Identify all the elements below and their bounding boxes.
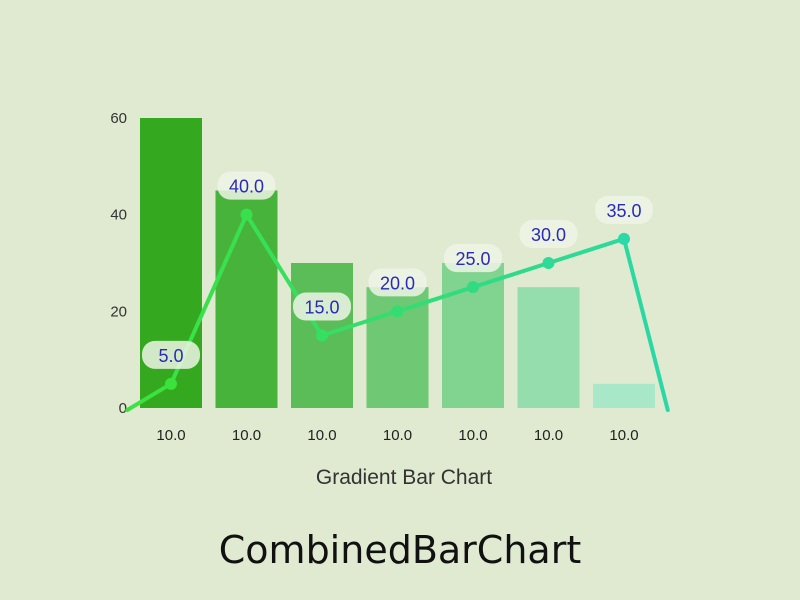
- x-tick-label: 10.0: [534, 427, 563, 444]
- line-point: [316, 329, 328, 342]
- data-label: 5.0: [158, 346, 183, 366]
- x-axis: 10.0 10.0 10.0 10.0 10.0 10.0 10.0: [156, 427, 638, 444]
- x-tick-label: 10.0: [458, 427, 487, 444]
- x-tick-label: 10.0: [383, 427, 412, 444]
- data-label-background: [142, 340, 200, 369]
- y-tick-label: 40: [110, 207, 127, 224]
- data-label-background: [519, 220, 578, 248]
- data-label-background: [444, 244, 502, 273]
- bar: [593, 383, 655, 408]
- data-label: 30.0: [531, 225, 566, 245]
- x-tick-label: 10.0: [307, 427, 336, 444]
- line-point: [165, 377, 177, 390]
- y-axis: 0 20 40 60: [110, 110, 127, 417]
- data-label-background: [595, 195, 653, 224]
- y-tick-label: 60: [110, 110, 127, 127]
- x-tick-label: 10.0: [609, 427, 638, 444]
- x-tick-label: 10.0: [232, 427, 261, 444]
- data-label-background: [368, 268, 427, 297]
- line-point: [467, 281, 479, 294]
- data-label: 35.0: [606, 201, 641, 221]
- bar: [517, 287, 580, 408]
- chart-caption: CombinedBarChart: [218, 528, 582, 572]
- data-label: 40.0: [229, 177, 264, 197]
- data-label: 15.0: [304, 298, 339, 318]
- y-tick-label: 20: [110, 303, 127, 320]
- line-point: [240, 208, 253, 221]
- data-label: 20.0: [380, 273, 415, 293]
- line-point: [391, 305, 404, 318]
- bar: [215, 190, 278, 408]
- data-label: 25.0: [455, 249, 490, 269]
- line-point: [542, 257, 555, 269]
- bar-series: [140, 118, 655, 408]
- data-label-background: [217, 171, 276, 200]
- data-label-background: [293, 292, 351, 321]
- y-tick-label: 0: [119, 400, 127, 417]
- x-axis-title: Gradient Bar Chart: [316, 466, 492, 489]
- line-series: 5.0 40.0 15.0 20.0 25.0 30.0 35.0: [125, 171, 670, 412]
- x-tick-label: 10.0: [156, 427, 185, 444]
- line-point: [618, 232, 630, 245]
